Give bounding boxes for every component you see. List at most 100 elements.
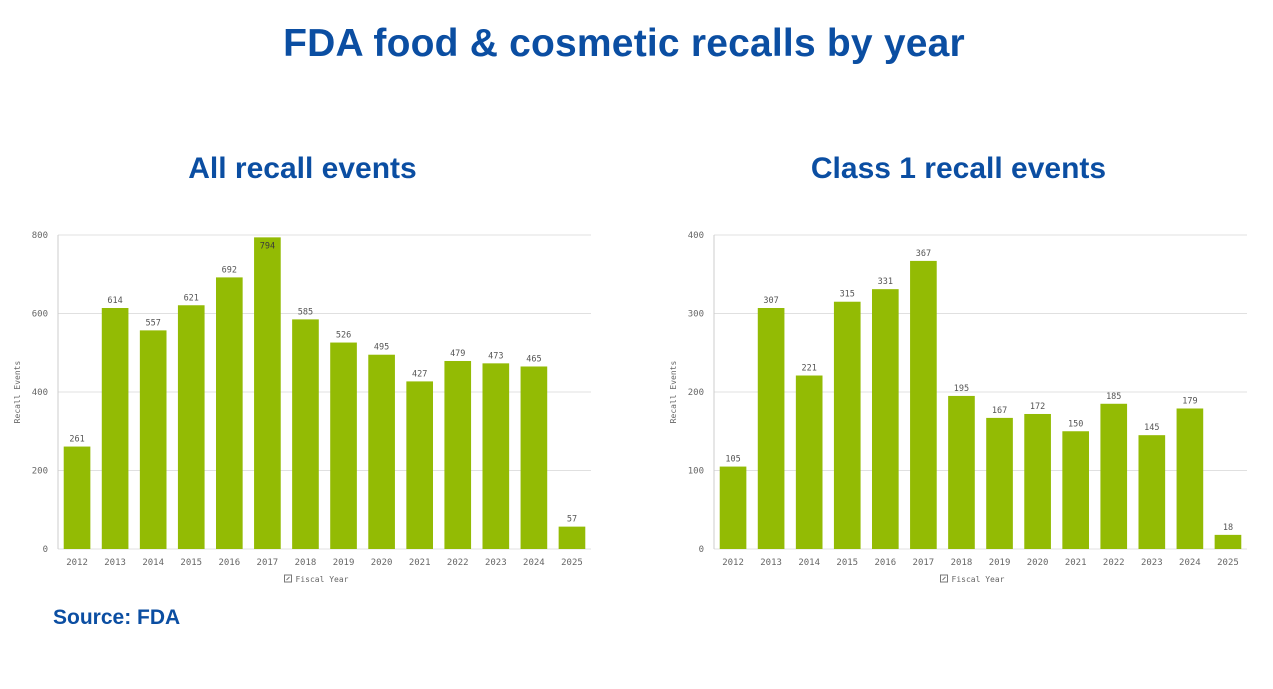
- x-tick-label-2022: 2022: [447, 558, 469, 568]
- x-tick-label-2015: 2015: [180, 558, 202, 568]
- x-axis-title: Fiscal Year: [296, 575, 349, 584]
- bar-chart-class1-recalls: 0 100 200 300 400 105 2012 307 2013 221 2014 315 201…: [669, 231, 1247, 584]
- x-tick-label-2017: 2017: [257, 558, 279, 568]
- data-label-2015: 315: [840, 290, 855, 300]
- bar-2016: [871, 289, 899, 549]
- y-tick-label: 200: [688, 388, 704, 398]
- x-axis-title: Fiscal Year: [952, 575, 1005, 584]
- data-label-2025: 57: [567, 515, 577, 525]
- x-tick-label-2023: 2023: [485, 558, 507, 568]
- data-label-2017: 794: [260, 241, 275, 251]
- x-tick-label-2012: 2012: [722, 558, 744, 568]
- field-icon-stroke: [942, 576, 946, 581]
- bar-2019: [986, 417, 1013, 549]
- bar-2014: [795, 375, 823, 549]
- bar-2013: [101, 308, 129, 549]
- x-tick-label-2017: 2017: [913, 558, 935, 568]
- x-tick-label-2015: 2015: [836, 558, 858, 568]
- field-icon-frame: [940, 574, 948, 583]
- x-tick-label-2013: 2013: [760, 558, 782, 568]
- x-tick-label-2013: 2013: [104, 558, 126, 568]
- y-tick-label: 100: [688, 467, 704, 477]
- data-label-2018: 585: [298, 307, 313, 317]
- y-tick-label: 400: [32, 388, 48, 398]
- y-tick-label: 0: [43, 545, 48, 555]
- x-tick-label-2019: 2019: [989, 558, 1011, 568]
- data-label-2022: 479: [450, 349, 465, 359]
- bar-2018: [948, 395, 975, 549]
- bar-2023: [1138, 435, 1166, 549]
- bar-2017: [254, 237, 281, 550]
- x-tick-label-2022: 2022: [1103, 558, 1125, 568]
- data-label-2019: 526: [336, 331, 351, 341]
- chart-title-class1-recalls: Class 1 recall events: [810, 152, 1107, 185]
- y-axis-title: Recall Events: [669, 361, 678, 424]
- x-tick-label-2016: 2016: [218, 558, 240, 568]
- x-tick-label-2014: 2014: [142, 558, 164, 568]
- data-label-2016: 331: [878, 277, 893, 287]
- fiscal-year-field-icon: [284, 574, 292, 583]
- bar-2025: [558, 526, 586, 549]
- bar-2021: [1062, 431, 1090, 549]
- y-axis-title: Recall Events: [13, 361, 22, 424]
- x-tick-label-2019: 2019: [333, 558, 355, 568]
- source-note: Source: FDA: [53, 606, 181, 629]
- y-tick-label: 800: [32, 231, 48, 241]
- data-label-2022: 185: [1106, 392, 1121, 402]
- y-tick-label: 400: [688, 231, 704, 241]
- data-label-2021: 427: [412, 369, 427, 379]
- bar-2015: [177, 305, 205, 549]
- data-label-2019: 167: [992, 406, 1007, 416]
- field-icon-frame: [284, 574, 292, 583]
- fiscal-year-field-icon: [940, 574, 948, 583]
- x-tick-label-2014: 2014: [798, 558, 820, 568]
- data-label-2013: 307: [763, 296, 778, 306]
- bar-2024: [520, 366, 548, 549]
- bar-2016: [215, 277, 243, 549]
- chart-title-all-recalls: All recall events: [188, 152, 417, 185]
- x-tick-label-2024: 2024: [1179, 558, 1201, 568]
- data-label-2023: 145: [1144, 423, 1159, 433]
- bar-2020: [1024, 413, 1051, 549]
- bar-2017: [910, 260, 937, 549]
- bar-2012: [63, 446, 91, 549]
- bar-2022: [1100, 403, 1128, 549]
- bar-2019: [330, 342, 357, 549]
- data-label-2012: 261: [69, 435, 84, 445]
- page-title: FDA food & cosmetic recalls by year: [283, 22, 965, 65]
- bar-2015: [833, 301, 861, 549]
- bar-2014: [139, 330, 167, 549]
- x-tick-label-2025: 2025: [1217, 558, 1239, 568]
- data-label-2012: 105: [725, 455, 740, 465]
- x-tick-label-2023: 2023: [1141, 558, 1163, 568]
- bar-2013: [757, 308, 785, 549]
- x-tick-label-2018: 2018: [295, 558, 317, 568]
- data-label-2016: 692: [222, 265, 237, 275]
- data-label-2025: 18: [1223, 523, 1233, 533]
- x-tick-label-2012: 2012: [66, 558, 88, 568]
- data-label-2015: 621: [184, 293, 199, 303]
- bar-2018: [292, 319, 319, 549]
- data-label-2024: 465: [526, 354, 541, 364]
- data-label-2014: 221: [801, 364, 816, 374]
- bar-chart-all-recalls: 0 200 400 600 800 261 2012 614 2013 557 2014 621 201…: [13, 231, 591, 584]
- x-tick-label-2016: 2016: [874, 558, 896, 568]
- y-tick-label: 200: [32, 467, 48, 477]
- data-label-2020: 495: [374, 343, 389, 353]
- bar-2024: [1176, 408, 1204, 549]
- x-tick-label-2020: 2020: [1027, 558, 1049, 568]
- data-label-2017: 367: [916, 249, 931, 259]
- x-tick-label-2020: 2020: [371, 558, 393, 568]
- x-tick-label-2024: 2024: [523, 558, 545, 568]
- data-label-2014: 557: [145, 318, 160, 328]
- bar-2023: [482, 363, 510, 549]
- y-tick-label: 300: [688, 310, 704, 320]
- field-icon-stroke: [286, 576, 290, 581]
- data-label-2021: 150: [1068, 419, 1083, 429]
- x-tick-label-2021: 2021: [1065, 558, 1087, 568]
- bar-2021: [406, 381, 434, 549]
- data-label-2023: 473: [488, 351, 503, 361]
- data-label-2024: 179: [1182, 396, 1197, 406]
- x-tick-label-2025: 2025: [561, 558, 583, 568]
